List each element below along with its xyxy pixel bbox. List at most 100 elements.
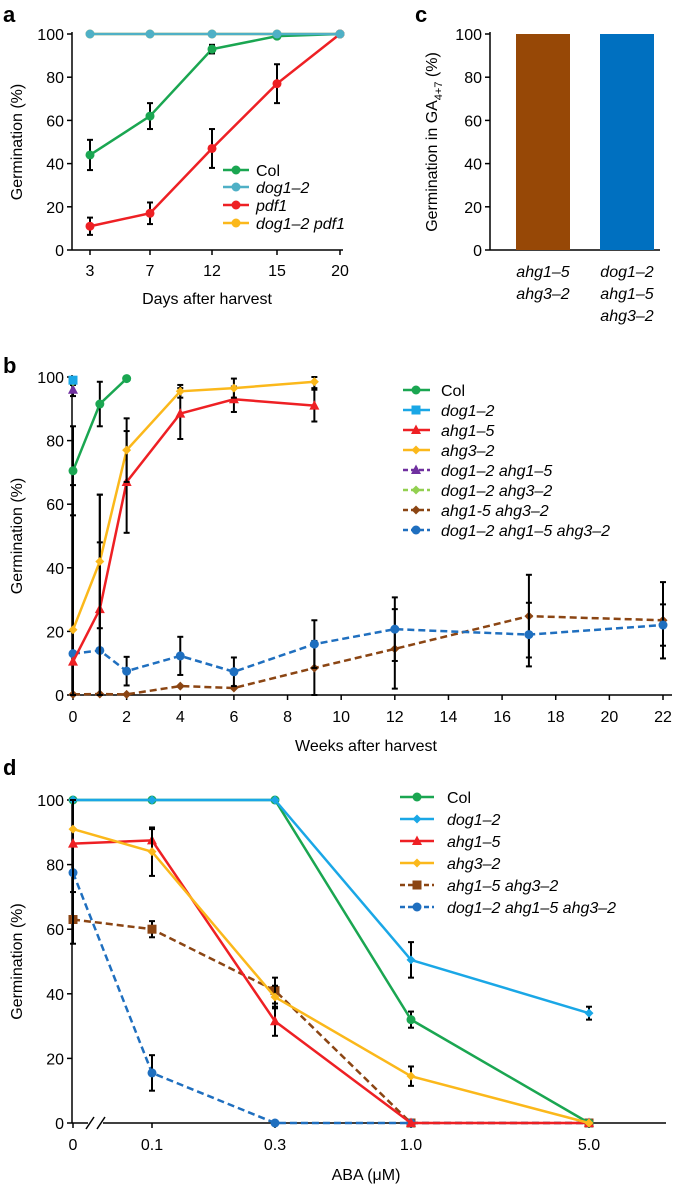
data-point	[270, 795, 280, 805]
legend-label: Col	[441, 383, 465, 400]
legend-marker	[411, 424, 421, 434]
y-tick-label: 100	[37, 370, 64, 387]
legend-marker	[231, 200, 241, 210]
data-point	[68, 656, 78, 666]
y-axis-title: Germination (%)	[9, 478, 26, 594]
legend-item-dog1-2: dog1–2	[403, 403, 494, 420]
data-point	[272, 79, 282, 89]
legend-label: dog1–2 pdf1	[256, 216, 345, 233]
data-point	[68, 838, 78, 848]
x-tick-label: 14	[440, 709, 458, 726]
y-tick-label: 0	[55, 688, 64, 705]
series-ahg1-5-ahg3-2	[68, 915, 594, 1128]
legend-item-ahg3-2: ahg3–2	[400, 856, 500, 873]
x-tick-label: 12	[386, 709, 404, 726]
y-axis-title: Germination (%)	[9, 84, 26, 200]
series-dog1-2	[68, 375, 78, 385]
legend-marker	[412, 902, 422, 912]
data-point	[207, 44, 217, 54]
x-tick-label: 3	[86, 263, 95, 280]
y-tick-label: 40	[46, 157, 64, 174]
data-point	[658, 620, 668, 630]
series-line	[71, 380, 315, 631]
y-tick-label: 80	[464, 70, 482, 87]
legend-label: ahg1–5 ahg3–2	[447, 878, 558, 895]
x-axis-title: Weeks after harvest	[295, 738, 438, 755]
data-point	[272, 29, 282, 39]
x-tick-label: 7	[146, 263, 155, 280]
data-point	[229, 383, 239, 393]
y-tick-label: 20	[464, 200, 482, 217]
legend-marker	[412, 858, 422, 868]
data-point	[207, 29, 217, 39]
legend-marker	[411, 485, 421, 495]
data-point	[335, 29, 345, 39]
data-point	[309, 400, 320, 410]
y-tick-label: 80	[46, 434, 64, 451]
legend-item-dog1-2-ahg1-5-ahg3-2: dog1–2 ahg1–5 ahg3–2	[400, 900, 616, 917]
data-point	[85, 150, 95, 160]
legend-marker	[411, 405, 421, 415]
series-ahg1-5-ahg3-2	[68, 573, 668, 699]
y-tick-label: 20	[46, 624, 64, 641]
axis-break-mark	[85, 1116, 95, 1130]
data-point	[175, 681, 185, 691]
series-col	[68, 795, 594, 1128]
series-ahg3-2	[68, 824, 594, 1128]
series-col	[68, 374, 132, 517]
legend-marker	[411, 385, 421, 395]
y-axis-title-main: Germination in GA	[424, 100, 441, 232]
legend-label: pdf1	[255, 198, 287, 215]
data-point	[406, 1015, 416, 1025]
legend-marker	[411, 525, 421, 535]
data-point	[524, 630, 534, 640]
y-axis-title-subscript: 4+7	[433, 82, 445, 101]
data-point	[207, 143, 217, 153]
data-point	[147, 795, 157, 805]
x-tick-label: 15	[268, 263, 286, 280]
x-tick-label: 0.1	[141, 1137, 163, 1154]
legend-item-dog1-2-ahg1-5: dog1–2 ahg1–5	[403, 463, 552, 480]
x-tick-label: 0.3	[264, 1137, 286, 1154]
legend-item-dog1-2-ahg3-2: dog1–2 ahg3–2	[403, 483, 552, 500]
series-line	[71, 397, 315, 663]
series-ahg3-2	[68, 376, 319, 635]
y-tick-label: 40	[46, 987, 64, 1004]
legend-item-dog1-2-pdf1: dog1–2 pdf1	[223, 216, 345, 233]
data-point	[95, 399, 105, 409]
x-tick-label: 5.0	[578, 1137, 600, 1154]
data-point	[68, 625, 78, 635]
legend-item-col: Col	[400, 790, 471, 807]
data-point	[175, 408, 186, 418]
legend-marker	[231, 218, 241, 228]
chart-c: 0 20 40 60 80 100 ahg1–5 ahg3–2 dog1–2 ahg1–5 ahg3…	[424, 27, 660, 325]
x-tick-label: 2	[122, 709, 131, 726]
data-point	[390, 624, 400, 634]
y-tick-label: 60	[464, 113, 482, 130]
data-point	[122, 445, 132, 455]
bar-1	[516, 34, 570, 250]
legend-marker	[412, 835, 422, 845]
x-category-label: dog1–2	[600, 264, 653, 281]
x-axis-title: ABA (μM)	[332, 1167, 401, 1184]
legend-marker	[412, 880, 422, 890]
chart-a: 0 20 40 60 80 100 3 7 12 15 20 Days after harvest Ge…	[9, 27, 349, 308]
y-tick-label: 60	[46, 497, 64, 514]
legend-label: ahg3–2	[441, 443, 494, 460]
data-point	[309, 377, 319, 387]
x-axis-title: Days after harvest	[142, 291, 272, 308]
legend-label: ahg1–5	[441, 423, 494, 440]
data-point	[122, 666, 132, 676]
data-point	[147, 1068, 157, 1078]
legend-marker	[411, 505, 421, 515]
data-point	[270, 1118, 280, 1128]
x-tick-label: 12	[203, 263, 221, 280]
y-tick-label: 40	[464, 157, 482, 174]
x-tick-label: 4	[176, 709, 185, 726]
legend-label: dog1–2 ahg1–5 ahg3–2	[447, 900, 616, 917]
data-point	[145, 29, 155, 39]
panel-label-a: a	[3, 2, 16, 27]
chart-b: 0 20 40 60 80 100 0 2 4 6 8 10 12 14 16 18 20 22 Weeks aft…	[9, 370, 672, 755]
y-tick-label: 100	[37, 793, 64, 810]
